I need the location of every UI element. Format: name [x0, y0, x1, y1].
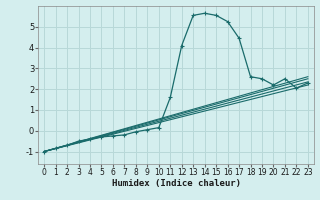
X-axis label: Humidex (Indice chaleur): Humidex (Indice chaleur): [111, 179, 241, 188]
